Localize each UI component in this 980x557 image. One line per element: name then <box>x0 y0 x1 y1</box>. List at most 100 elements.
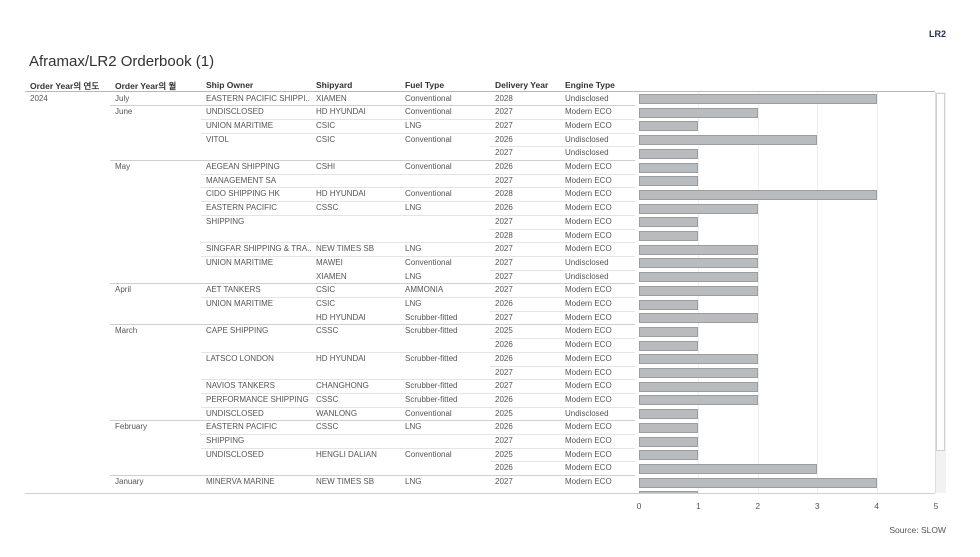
bar-row-13[interactable] <box>639 272 758 283</box>
chart-title: Aframax/LR2 Orderbook (1) <box>29 53 215 70</box>
bar-row-21[interactable] <box>639 381 758 392</box>
lr2-badge: LR2 <box>928 29 946 39</box>
row-separator <box>110 283 635 285</box>
bar-row-23[interactable] <box>639 409 699 420</box>
cell-delivery: 2026 <box>495 340 513 350</box>
cell-delivery: 2026 <box>495 203 513 213</box>
cell-month: February <box>115 422 148 432</box>
cell-shipyard: HD HYUNDAI <box>316 107 366 117</box>
bar-row-15[interactable] <box>639 299 699 310</box>
cell-owner: UNION MARITIME <box>206 257 274 267</box>
cell-owner: UNDISCLOSED <box>206 449 264 459</box>
cell-delivery: 2027 <box>495 381 513 391</box>
bar-row-9[interactable] <box>639 217 699 228</box>
cell-fuel: Conventional <box>405 257 452 267</box>
bar-row-17[interactable] <box>639 326 699 337</box>
cell-fuel: Conventional <box>405 107 452 117</box>
bar-row-19[interactable] <box>639 354 758 365</box>
cell-owner: VITOL <box>206 134 229 144</box>
cell-shipyard: HD HYUNDAI <box>316 189 366 199</box>
cell-shipyard: HD HYUNDAI <box>316 353 366 363</box>
row-separator <box>201 379 635 381</box>
column-header-engine-type[interactable]: Engine Type <box>565 80 615 90</box>
bar-row-6[interactable] <box>639 176 699 187</box>
cell-month: July <box>115 93 130 103</box>
scrollbar-thumb[interactable] <box>936 93 945 451</box>
cell-engine: Modern ECO <box>565 216 612 226</box>
row-separator <box>201 392 635 394</box>
bar-row-25[interactable] <box>639 436 699 447</box>
cell-delivery: 2027 <box>495 271 513 281</box>
column-header-order-year[interactable]: Order Year의 연도 <box>30 81 100 91</box>
cell-engine: Modern ECO <box>565 312 612 322</box>
cell-engine: Modern ECO <box>565 422 612 432</box>
cell-fuel: Scrubber-fitted <box>405 353 458 363</box>
cell-month: January <box>115 477 144 487</box>
row-separator <box>110 475 635 477</box>
cell-owner: UNDISCLOSED <box>206 408 264 418</box>
bar-row-27[interactable] <box>639 463 818 474</box>
cell-delivery: 2027 <box>495 120 513 130</box>
row-separator <box>490 228 635 230</box>
row-separator <box>201 447 635 449</box>
cell-month: March <box>115 326 138 336</box>
bar-row-4[interactable] <box>639 148 699 159</box>
cell-shipyard: CSIC <box>316 134 336 144</box>
column-header-fuel-type[interactable]: Fuel Type <box>405 80 445 90</box>
cell-owner: EASTERN PACIFIC <box>206 203 277 213</box>
row-separator <box>201 242 635 244</box>
cell-shipyard: HENGLI DALIAN <box>316 449 377 459</box>
row-separator <box>490 269 635 271</box>
bar-row-28[interactable] <box>639 477 877 488</box>
column-header-delivery-year[interactable]: Delivery Year <box>495 80 549 90</box>
bar-row-2[interactable] <box>639 121 699 132</box>
cell-engine: Modern ECO <box>565 477 612 487</box>
cell-engine: Modern ECO <box>565 285 612 295</box>
row-separator <box>201 118 635 120</box>
cell-fuel: Scrubber-fitted <box>405 394 458 404</box>
cell-delivery: 2027 <box>495 244 513 254</box>
cell-delivery: 2027 <box>495 477 513 487</box>
bar-row-11[interactable] <box>639 244 758 255</box>
bar-row-12[interactable] <box>639 258 758 269</box>
bar-row-1[interactable] <box>639 107 758 118</box>
cell-owner: SHIPPING <box>206 216 245 226</box>
x-gridline <box>817 92 819 493</box>
bar-row-14[interactable] <box>639 285 758 296</box>
bar-row-18[interactable] <box>639 340 699 351</box>
source-note: Source: SLOW <box>889 525 946 535</box>
column-header-ship-owner[interactable]: Ship Owner <box>206 80 254 90</box>
cell-owner: UNDISCLOSED <box>206 107 264 117</box>
cell-shipyard: HD HYUNDAI <box>316 312 366 322</box>
cell-month: May <box>115 162 131 171</box>
row-separator <box>490 461 635 463</box>
bar-row-3[interactable] <box>639 135 818 146</box>
bar-row-7[interactable] <box>639 189 877 200</box>
bar-row-22[interactable] <box>639 395 758 406</box>
cell-fuel: LNG <box>405 203 422 213</box>
bar-row-16[interactable] <box>639 313 758 324</box>
bar-row-20[interactable] <box>639 368 758 378</box>
row-separator <box>110 160 635 161</box>
bar-row-8[interactable] <box>639 203 758 214</box>
bar-row-5[interactable] <box>639 162 699 173</box>
table-viewport[interactable]: 2024 July EASTERN PACIFIC SHIPPI.. XIAMEN Co… <box>25 92 935 493</box>
cell-engine: Modern ECO <box>565 381 612 391</box>
cell-delivery: 2027 <box>495 148 513 158</box>
column-header-shipyard[interactable]: Shipyard <box>316 80 353 90</box>
cell-engine: Modern ECO <box>565 353 612 363</box>
cell-shipyard: NEW TIMES SB <box>316 477 375 487</box>
cell-owner: AEGEAN SHIPPING <box>206 162 280 171</box>
cell-engine: Modern ECO <box>565 299 612 308</box>
bar-row-10[interactable] <box>639 231 699 241</box>
bar-row-0[interactable] <box>639 94 877 104</box>
cell-year: 2024 <box>30 93 48 103</box>
cell-engine: Undisclosed <box>565 134 609 144</box>
bar-row-26[interactable] <box>639 450 699 461</box>
cell-engine: Modern ECO <box>565 107 612 117</box>
bar-row-24[interactable] <box>639 422 699 433</box>
x-tick-label: 3 <box>814 501 820 511</box>
x-tick-label: 2 <box>755 501 761 511</box>
bar-row-clipped <box>639 491 699 493</box>
column-header-order-month[interactable]: Order Year의 월 <box>115 81 177 91</box>
